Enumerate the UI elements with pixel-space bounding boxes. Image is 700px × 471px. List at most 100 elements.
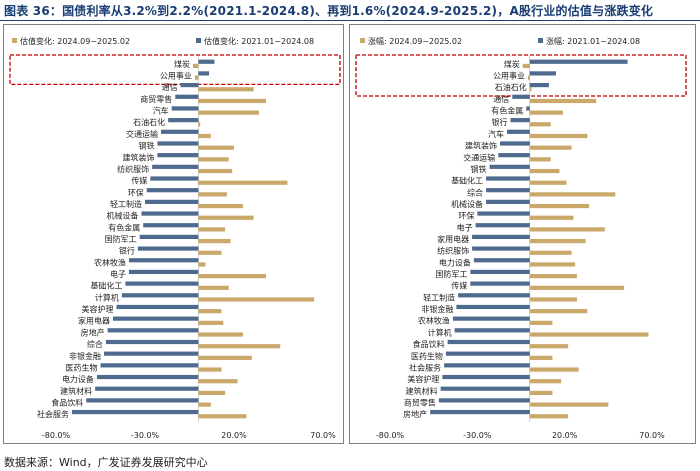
bar-prior [171,106,199,111]
bar-recent [529,390,553,396]
bar-prior [107,328,199,333]
bar-recent [198,203,243,209]
bar-prior [137,246,199,251]
category-label: 轻工制造 [423,292,455,302]
category-label: 社会服务 [409,362,441,372]
category-label: 通信 [493,94,509,104]
bar-recent [529,355,553,360]
legend-swatch [196,38,201,43]
bar-recent [198,110,259,115]
category-label: 美容护理 [407,374,439,384]
category-label: 环保 [128,187,144,197]
valuation-change-panel: 估值变化: 2024.09~2025.02 估值变化: 2021.01~2024.… [3,24,344,444]
bar-prior [121,293,199,298]
category-label: 非银金融 [421,304,453,314]
bar-recent [198,379,238,384]
bar-prior [442,374,530,380]
category-label: 基础化工 [90,281,122,291]
category-label: 社会服务 [37,409,69,419]
legend-swatch [360,38,365,43]
bar-recent [529,262,576,267]
bar-recent [198,215,254,220]
bar-recent [529,192,616,197]
bar-recent [522,63,530,69]
bar-prior [445,351,530,356]
bar-prior [452,316,530,321]
bar-recent [198,332,243,337]
bar-recent [198,390,226,396]
category-label: 计算机 [428,327,452,337]
bar-prior [447,339,530,345]
bar-recent [529,133,588,139]
bar-prior [477,211,530,216]
x-tick-label: 70.0% [310,431,336,440]
x-tick-label: 70.0% [639,431,665,440]
category-label: 煤炭 [174,59,190,69]
bar-recent [198,157,229,162]
bar-recent [198,250,222,255]
category-label: 汽车 [488,129,504,139]
category-label: 石油石化 [495,82,527,92]
legend-swatch [12,38,17,43]
bar-recent [529,285,625,290]
category-label: 交通运输 [126,129,158,139]
category-label: 传媒 [131,176,147,186]
bar-recent [529,98,597,104]
bar-prior [529,82,549,88]
category-label: 商贸零售 [404,397,436,407]
category-label: 机械设备 [106,211,138,221]
category-label: 基础化工 [451,176,483,186]
bar-recent [198,414,247,419]
x-tick-label: -30.0% [463,431,492,440]
bar-prior [116,304,199,310]
bar-prior [486,199,530,204]
bar-recent [529,168,560,174]
category-label: 建筑材料 [406,386,438,396]
bar-recent [529,309,588,314]
category-label: 美容护理 [82,304,114,314]
price-change-chart: 涨幅: 2024.09~2025.02 涨幅: 2021.01~2024.08 煤炭… [355,36,687,440]
x-tick-label: -80.0% [376,431,405,440]
bar-prior [143,223,199,228]
bar-prior [456,304,530,310]
category-label: 医药生物 [411,351,443,361]
bar-recent [529,122,551,127]
bar-recent [198,192,227,197]
category-label: 建筑装饰 [465,141,497,151]
category-label: 纺织服饰 [437,246,469,256]
bar-prior [454,328,530,333]
bar-recent [529,402,609,407]
valuation-change-chart: 估值变化: 2024.09~2025.02 估值变化: 2021.01~2024.… [9,36,341,440]
category-label: 钢铁 [471,164,487,174]
bar-recent [529,367,579,372]
bar-prior [440,386,530,391]
bar-prior [95,386,199,391]
x-tick-label: 20.0% [221,431,247,440]
category-label: 非银金融 [69,351,101,361]
bar-prior [100,363,199,368]
bar-prior [96,374,199,380]
bar-recent [198,309,222,314]
bar-recent [529,215,574,220]
bar-recent [198,145,234,150]
bar-prior [438,398,530,403]
x-tick-label: -30.0% [131,431,160,440]
category-label: 通信 [162,82,178,92]
bar-recent [529,297,577,302]
category-label: 家用电器 [437,234,469,244]
bar-prior [444,363,530,368]
bar-recent [529,87,532,92]
bar-recent [529,145,572,150]
bar-prior [529,59,628,64]
x-tick-label: -80.0% [42,431,71,440]
category-label: 电力设备 [439,257,471,267]
category-label: 食品饮料 [413,339,445,349]
bar-recent [198,239,231,244]
bar-prior [489,164,530,169]
source-note: 数据来源：Wind，广发证券发展研究中心 [4,456,208,469]
bar-prior [104,351,199,356]
category-label: 石油石化 [133,117,165,127]
category-label: 纺织服饰 [117,164,149,174]
category-label: 商贸零售 [140,94,172,104]
category-label: 建筑装饰 [122,152,154,162]
